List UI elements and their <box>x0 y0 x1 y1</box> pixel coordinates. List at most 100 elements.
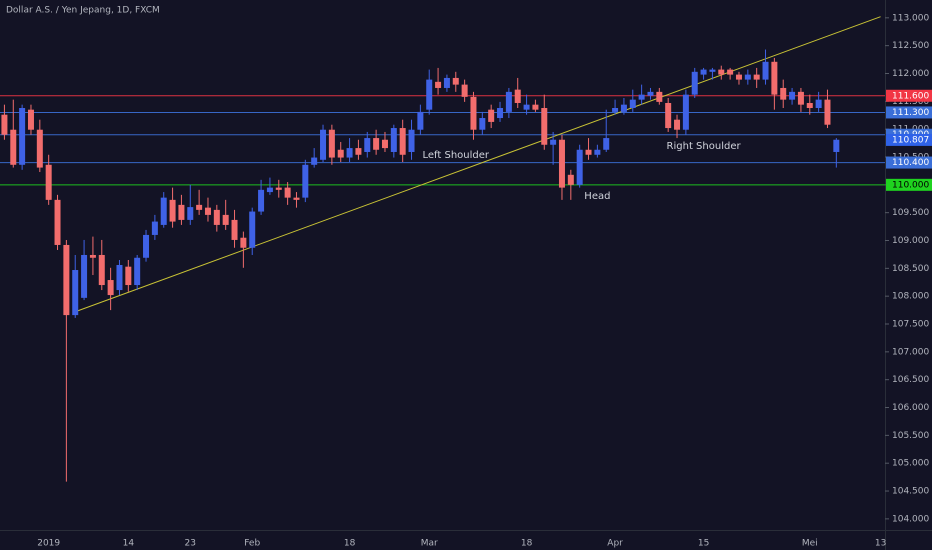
candle-body <box>585 149 592 155</box>
candle-body <box>514 89 521 103</box>
candle-body <box>63 244 70 316</box>
candle-body <box>443 77 450 88</box>
candle-body <box>735 74 742 80</box>
candle-body <box>682 94 689 130</box>
candle-body <box>81 254 88 298</box>
candle-body <box>54 199 61 245</box>
candle-body <box>320 129 327 160</box>
candle-body <box>727 69 734 75</box>
y-tick-label: 107.000 <box>892 347 929 357</box>
candle-body <box>435 81 442 88</box>
y-tick-label: 109.500 <box>892 208 929 218</box>
candle-body <box>373 138 380 150</box>
candle-body <box>497 108 504 119</box>
y-tick-label: 106.000 <box>892 403 929 413</box>
candle-body <box>426 79 433 110</box>
candle-body <box>674 119 681 130</box>
y-tick-label: 108.000 <box>892 292 929 302</box>
candle-body <box>381 139 388 149</box>
y-tick-label: 106.500 <box>892 375 929 385</box>
candle-body <box>488 109 495 122</box>
x-tick-label: Mar <box>421 539 438 549</box>
candle-body <box>355 148 362 155</box>
candle-body <box>567 174 574 185</box>
candle-body <box>550 139 557 145</box>
candle-body <box>98 254 105 286</box>
candle-body <box>89 254 96 258</box>
y-tick-label: 105.500 <box>892 431 929 441</box>
candle-body <box>275 187 282 190</box>
price-badge <box>886 133 932 146</box>
trend-line <box>75 16 881 313</box>
candle-body <box>700 69 707 75</box>
price-badge-label: 110.400 <box>892 158 929 168</box>
candle-body <box>479 118 486 130</box>
candle-body <box>417 111 424 130</box>
candle-body <box>337 149 344 158</box>
candle-body <box>461 84 468 97</box>
candle-body <box>753 74 760 80</box>
annotation: Head <box>584 191 610 202</box>
candle-body <box>691 71 698 95</box>
candle-body <box>10 129 17 165</box>
y-tick-label: 109.000 <box>892 236 929 246</box>
price-badge-label: 111.300 <box>892 108 929 118</box>
candle-body <box>258 189 265 212</box>
candle-body <box>612 108 619 112</box>
candle-body <box>364 138 371 152</box>
candle-body <box>293 197 300 200</box>
x-tick-label: 18 <box>521 539 533 549</box>
candle-body <box>629 99 636 109</box>
candle-body <box>789 91 796 100</box>
candle-body <box>390 128 397 152</box>
y-tick-label: 113.000 <box>892 13 929 23</box>
candle-body <box>196 204 203 210</box>
candle-body <box>266 187 273 193</box>
y-tick-label: 105.000 <box>892 459 929 469</box>
candle-body <box>231 219 238 240</box>
price-badge <box>886 106 932 119</box>
candle-body <box>204 207 211 215</box>
annotation: Left Shoulder <box>423 150 490 161</box>
candle-body <box>302 164 309 198</box>
x-tick-label: 14 <box>123 539 135 549</box>
candle-body <box>806 102 813 109</box>
candle-body <box>470 96 477 130</box>
candle-body <box>1 114 8 135</box>
candle-body <box>187 207 194 220</box>
candle-body <box>27 109 34 130</box>
candle-body <box>151 221 158 235</box>
price-badge-label: 110.807 <box>892 135 929 145</box>
x-tick-label: Mei <box>802 539 818 549</box>
candle-body <box>328 129 335 158</box>
candle-body <box>709 69 716 72</box>
candle-body <box>249 211 256 248</box>
x-tick-label: Apr <box>607 539 623 549</box>
candle-body <box>532 104 539 110</box>
candle-body <box>213 209 220 225</box>
x-tick-label: Feb <box>244 539 260 549</box>
y-tick-label: 104.500 <box>892 487 929 497</box>
candle-body <box>169 199 176 222</box>
candle-body <box>45 164 52 200</box>
candle-body <box>797 91 804 105</box>
x-tick-label: 2019 <box>37 539 60 549</box>
y-tick-label: 104.000 <box>892 514 929 524</box>
candle-body <box>240 237 247 248</box>
candle-body <box>134 257 141 286</box>
candle-body <box>665 102 672 129</box>
candle-body <box>620 104 627 112</box>
price-badge <box>886 156 932 169</box>
y-tick-label: 112.000 <box>892 69 929 79</box>
candle-body <box>284 187 291 198</box>
candle-body <box>452 77 459 85</box>
candle-body <box>647 91 654 96</box>
candle-body <box>178 204 185 220</box>
x-tick-label: 18 <box>344 539 356 549</box>
candle-body <box>222 214 229 225</box>
candle-body <box>523 104 530 110</box>
candle-body <box>603 138 610 150</box>
x-tick-label: 23 <box>185 539 196 549</box>
candle-body <box>311 157 318 165</box>
